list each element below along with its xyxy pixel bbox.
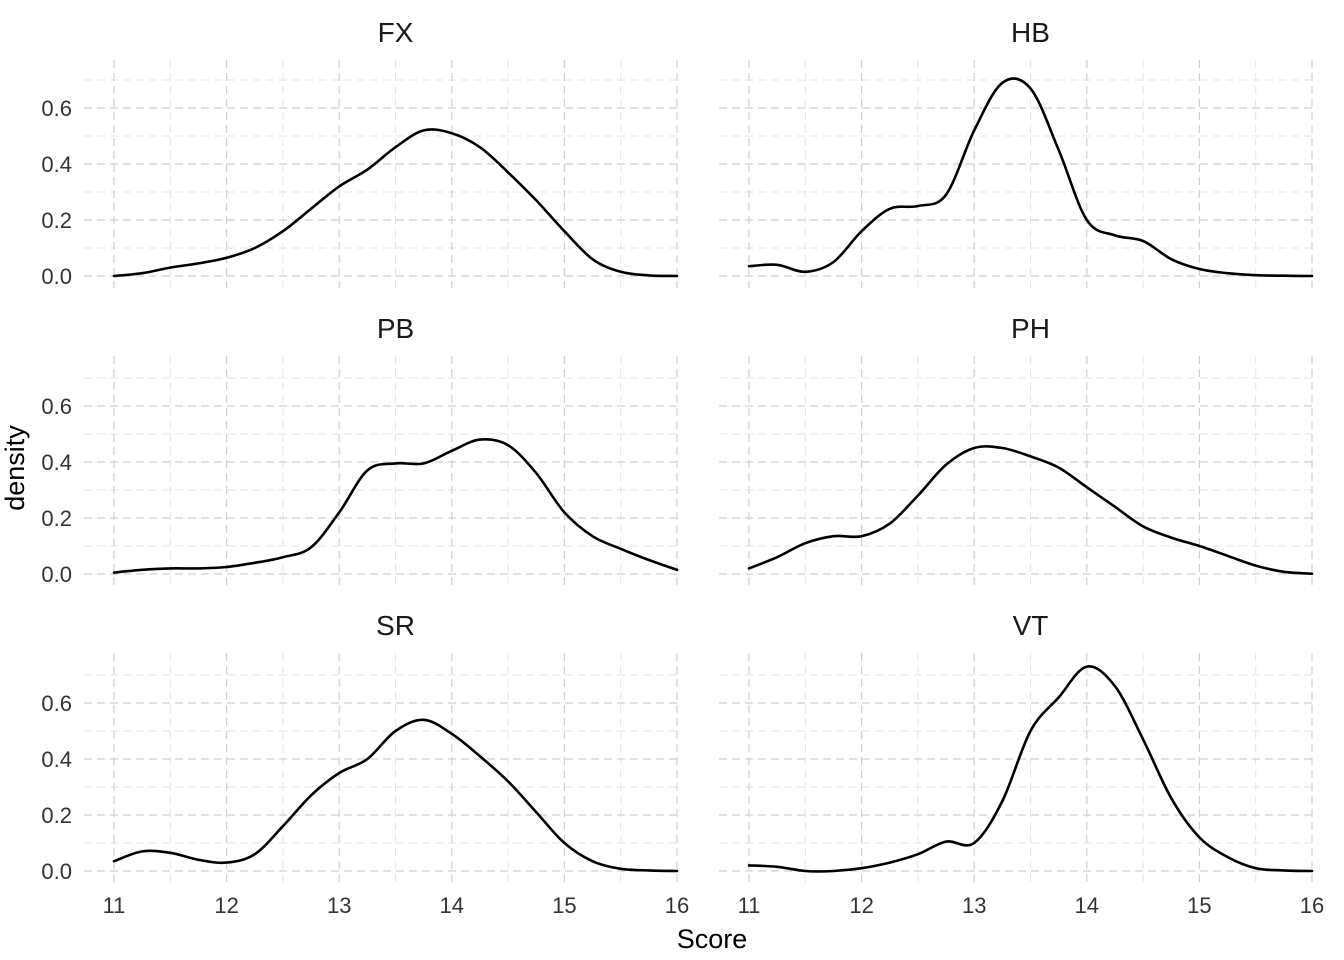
density-line-sr bbox=[112, 718, 679, 873]
major-gridlines bbox=[719, 60, 1314, 288]
minor-gridlines bbox=[719, 60, 1314, 288]
density-line-pb bbox=[112, 438, 679, 574]
facet-title: PB bbox=[377, 313, 414, 344]
x-tick-label: 14 bbox=[1075, 893, 1099, 918]
facet-title: HB bbox=[1011, 17, 1050, 48]
major-gridlines bbox=[84, 653, 679, 883]
x-tick-label: 16 bbox=[1300, 893, 1324, 918]
facet-title: FX bbox=[378, 17, 414, 48]
x-tick-label: 12 bbox=[214, 893, 238, 918]
x-tick-label: 12 bbox=[849, 893, 873, 918]
major-gridlines bbox=[84, 60, 679, 288]
x-tick-label: 14 bbox=[440, 893, 464, 918]
density-line-ph bbox=[747, 445, 1314, 575]
y-tick-label: 0.4 bbox=[41, 152, 72, 177]
y-tick-label: 0.6 bbox=[41, 394, 72, 419]
facet-panel-hb: HB bbox=[719, 17, 1314, 288]
major-gridlines bbox=[84, 356, 679, 586]
x-tick-label: 15 bbox=[1187, 893, 1211, 918]
facet-panel-vt: VT 11 12 13 14 15 16 bbox=[719, 610, 1324, 918]
density-line-hb bbox=[747, 77, 1314, 278]
y-tick-label: 0.4 bbox=[41, 450, 72, 475]
major-gridlines bbox=[719, 653, 1314, 883]
y-tick-label: 0.4 bbox=[41, 747, 72, 772]
facet-panel-ph: PH bbox=[719, 313, 1314, 586]
x-axis-title: Score bbox=[677, 924, 748, 954]
y-tick-label: 0.2 bbox=[41, 208, 72, 233]
major-gridlines bbox=[719, 356, 1314, 586]
y-tick-label: 0.2 bbox=[41, 803, 72, 828]
minor-gridlines bbox=[84, 356, 679, 586]
y-tick-label: 0.0 bbox=[41, 264, 72, 289]
minor-gridlines bbox=[719, 356, 1314, 586]
y-tick-label: 0.0 bbox=[41, 562, 72, 587]
minor-gridlines bbox=[84, 653, 679, 883]
facet-panel-fx: FX 0.0 0.2 0.4 0.6 bbox=[41, 17, 679, 289]
facet-panel-pb: PB 0.0 0.2 0.4 0.6 bbox=[41, 313, 679, 587]
facet-title: PH bbox=[1011, 313, 1050, 344]
density-line-fx bbox=[112, 128, 679, 278]
x-tick-label: 13 bbox=[962, 893, 986, 918]
density-line-vt bbox=[747, 665, 1314, 873]
y-tick-label: 0.6 bbox=[41, 691, 72, 716]
facet-panel-sr: SR 0.0 0.2 0.4 0.6 11 12 13 14 15 16 bbox=[41, 610, 689, 918]
facet-panels: FX 0.0 0.2 0.4 0.6 HB PB 0.0 0.2 0.4 0.6 PH SR 0.0 0.2… bbox=[41, 17, 1324, 918]
x-tick-label: 11 bbox=[738, 893, 761, 918]
y-tick-label: 0.0 bbox=[41, 859, 72, 884]
facet-title: SR bbox=[376, 610, 415, 641]
x-tick-label: 16 bbox=[665, 893, 689, 918]
y-tick-label: 0.6 bbox=[41, 96, 72, 121]
x-tick-label: 11 bbox=[103, 893, 126, 918]
x-tick-label: 15 bbox=[552, 893, 576, 918]
x-tick-label: 13 bbox=[327, 893, 351, 918]
y-axis-title: density bbox=[0, 425, 30, 511]
y-tick-label: 0.2 bbox=[41, 506, 72, 531]
minor-gridlines bbox=[719, 653, 1314, 883]
facet-title: VT bbox=[1013, 610, 1049, 641]
minor-gridlines bbox=[84, 60, 679, 288]
